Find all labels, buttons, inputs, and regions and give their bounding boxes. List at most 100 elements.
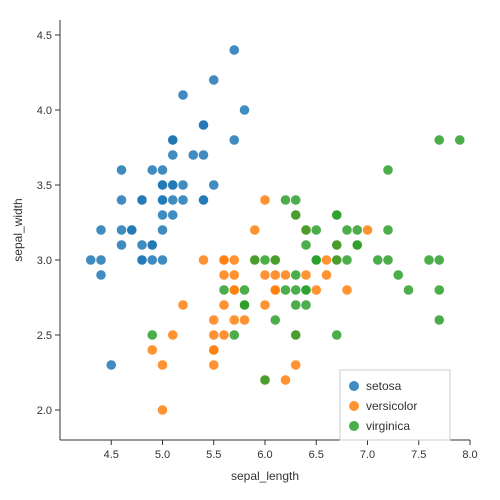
data-point (229, 285, 239, 295)
data-point (291, 270, 301, 280)
data-point (301, 300, 311, 310)
data-point (281, 270, 291, 280)
data-point (424, 255, 434, 265)
data-point (322, 270, 332, 280)
data-point (342, 285, 352, 295)
data-point (127, 225, 137, 235)
data-point (168, 135, 178, 145)
data-point (383, 225, 393, 235)
data-point (291, 330, 301, 340)
data-point (209, 330, 219, 340)
data-point (209, 75, 219, 85)
data-point (240, 285, 250, 295)
data-point (342, 255, 352, 265)
chart-svg: 4.55.05.56.06.57.07.58.02.02.53.03.54.04… (0, 0, 500, 500)
data-point (209, 180, 219, 190)
data-point (106, 360, 116, 370)
data-point (301, 240, 311, 250)
y-tick-label: 2.0 (37, 405, 52, 417)
data-point (404, 285, 414, 295)
y-tick-label: 4.5 (37, 30, 52, 42)
data-point (383, 165, 393, 175)
data-point (168, 195, 178, 205)
data-point (363, 225, 373, 235)
data-point (250, 225, 260, 235)
legend-label: setosa (366, 379, 402, 393)
data-point (96, 225, 106, 235)
data-point (240, 315, 250, 325)
data-point (281, 195, 291, 205)
data-point (147, 240, 157, 250)
data-point (147, 330, 157, 340)
data-point (147, 255, 157, 265)
data-point (219, 330, 229, 340)
data-point (455, 135, 465, 145)
data-point (117, 165, 127, 175)
data-point (158, 210, 168, 220)
data-point (219, 255, 229, 265)
data-point (188, 150, 198, 160)
data-point (209, 315, 219, 325)
data-point (383, 255, 393, 265)
data-point (229, 135, 239, 145)
data-point (229, 255, 239, 265)
legend-marker (349, 401, 359, 411)
x-axis-label: sepal_length (231, 469, 299, 483)
x-tick-label: 5.5 (206, 449, 221, 461)
data-point (260, 300, 270, 310)
data-point (96, 255, 106, 265)
y-axis-label: sepal_width (11, 198, 25, 261)
data-point (178, 180, 188, 190)
data-point (260, 270, 270, 280)
y-tick-label: 2.5 (37, 330, 52, 342)
data-point (332, 210, 342, 220)
data-point (291, 285, 301, 295)
data-point (352, 240, 362, 250)
data-point (158, 360, 168, 370)
data-point (434, 315, 444, 325)
data-point (260, 375, 270, 385)
x-tick-label: 5.0 (155, 449, 170, 461)
data-point (373, 255, 383, 265)
legend-marker (349, 421, 359, 431)
data-point (260, 195, 270, 205)
x-tick-label: 7.0 (360, 449, 375, 461)
x-tick-label: 4.5 (104, 449, 119, 461)
data-point (158, 225, 168, 235)
y-tick-label: 3.5 (37, 180, 52, 192)
legend-label: virginica (366, 419, 410, 433)
data-point (168, 210, 178, 220)
data-point (301, 225, 311, 235)
data-point (434, 255, 444, 265)
data-point (219, 270, 229, 280)
data-point (158, 180, 168, 190)
data-point (332, 240, 342, 250)
data-point (270, 255, 280, 265)
data-point (281, 285, 291, 295)
x-tick-label: 7.5 (411, 449, 426, 461)
data-point (332, 255, 342, 265)
x-tick-label: 8.0 (462, 449, 477, 461)
data-point (311, 285, 321, 295)
data-point (229, 45, 239, 55)
data-point (117, 240, 127, 250)
data-point (270, 315, 280, 325)
data-point (117, 225, 127, 235)
data-point (342, 225, 352, 235)
data-point (270, 270, 280, 280)
data-point (270, 285, 280, 295)
data-point (332, 330, 342, 340)
data-point (291, 360, 301, 370)
data-point (158, 195, 168, 205)
data-point (301, 285, 311, 295)
data-point (117, 195, 127, 205)
data-point (147, 165, 157, 175)
data-point (352, 225, 362, 235)
data-point (158, 255, 168, 265)
data-point (168, 150, 178, 160)
data-point (229, 330, 239, 340)
data-point (137, 240, 147, 250)
data-point (434, 285, 444, 295)
data-point (137, 255, 147, 265)
data-point (229, 315, 239, 325)
